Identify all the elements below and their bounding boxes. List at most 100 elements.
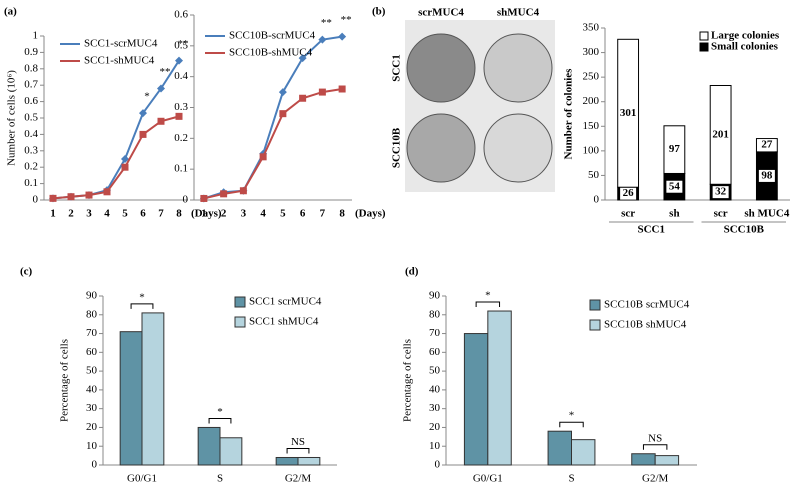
point	[157, 84, 165, 93]
point	[259, 153, 267, 161]
y-tick-label: 1	[33, 30, 39, 42]
annotation: **	[321, 17, 332, 29]
x-tick-label: 6	[300, 208, 306, 220]
legend-swatch	[234, 316, 246, 328]
point	[139, 109, 147, 118]
y-tick-label: 0.3	[24, 144, 38, 156]
y-tick-label: 0.4	[174, 70, 188, 82]
photo-row-label: SCC10B	[391, 127, 403, 168]
x-tick-label: G0/G1	[127, 473, 157, 485]
panel-label: (d)	[405, 266, 419, 278]
y-tick-label: 0	[183, 194, 189, 206]
x-tick-label: sh MUC4	[744, 208, 789, 220]
significance-bracket	[559, 421, 584, 428]
value-label: 97	[669, 143, 681, 155]
point	[85, 191, 93, 199]
panel-label: (b)	[372, 6, 386, 18]
x-tick-label: sh	[669, 208, 679, 220]
x-tick-label: 3	[86, 208, 92, 220]
point	[318, 35, 327, 44]
value-label-box	[758, 169, 775, 182]
annotation: **	[341, 14, 352, 26]
value-label: 32	[715, 186, 727, 198]
point	[103, 188, 111, 196]
legend-label: SCC10B-shMUC4	[229, 47, 313, 59]
annotation: *	[144, 91, 150, 103]
y-tick-label: 90	[86, 290, 98, 302]
line	[52, 115, 180, 200]
value-label-box	[666, 180, 683, 193]
y-tick-label: 0.9	[24, 46, 38, 58]
y-tick-label: 100	[583, 144, 600, 156]
y-tick-label: 250	[583, 71, 600, 83]
x-tick-label: 6	[140, 208, 146, 220]
x-tick-label: G2/M	[642, 473, 669, 485]
y-tick-label: 0.2	[24, 161, 38, 173]
value-label-box	[620, 107, 637, 120]
bar	[547, 430, 572, 466]
point	[239, 187, 247, 195]
value-label: 27	[761, 139, 773, 151]
group-label: SCC1	[637, 224, 665, 236]
annotation: **	[178, 38, 189, 50]
annotation: *	[569, 410, 575, 422]
x-tick-label: scr	[621, 208, 635, 220]
photo-row-label: SCC1	[391, 54, 403, 82]
x-tick-label: scr	[714, 208, 728, 220]
dish	[406, 33, 476, 103]
point	[318, 88, 326, 96]
annotation: *	[217, 406, 223, 418]
x-tick-label: 7	[158, 208, 164, 220]
value-label: 301	[620, 107, 637, 119]
dish	[483, 113, 553, 183]
annotation: NS	[291, 436, 305, 448]
legend-label: SCC10B scrMUC4	[604, 299, 690, 311]
point	[121, 163, 129, 171]
y-tick-label: 150	[583, 120, 600, 132]
y-axis-label: Number of colonies	[563, 68, 575, 160]
y-tick-label: 0.1	[24, 177, 38, 189]
point	[175, 56, 183, 65]
bar	[197, 426, 221, 466]
y-tick-label: 20	[86, 421, 98, 433]
legend-label: SCC1-scrMUC4	[84, 38, 158, 50]
x-tick-label: 2	[68, 208, 74, 220]
legend-label: SCC10B-scrMUC4	[229, 30, 316, 42]
value-label: 54	[669, 180, 681, 192]
x-tick-label: G2/M	[285, 473, 312, 485]
y-tick-label: 30	[429, 402, 441, 414]
y-tick-label: 0	[33, 194, 39, 206]
value-label-box	[666, 143, 683, 156]
significance-bracket	[286, 447, 310, 454]
x-tick-label: 4	[260, 208, 266, 220]
y-tick-label: 200	[583, 95, 600, 107]
y-tick-label: 10	[86, 440, 98, 452]
legend-swatch	[589, 299, 601, 311]
value-label-box	[712, 128, 729, 141]
significance-bracket	[130, 303, 154, 309]
point	[299, 94, 307, 102]
point	[279, 110, 287, 118]
x-tick-label: 8	[176, 208, 182, 220]
group-label: SCC10B	[724, 224, 765, 236]
x-tick-label: 7	[320, 208, 326, 220]
y-axis-label: Percentage of cells	[59, 339, 71, 422]
y-tick-label: 0.6	[174, 9, 188, 21]
y-tick-label: 0.5	[174, 39, 188, 51]
x-tick-label: S	[568, 473, 574, 485]
photo: scrMUC4 shMUC4 SCC1 SCC10B	[391, 7, 555, 192]
y-tick-label: 0.8	[24, 62, 38, 74]
legend-label: SCC1 scrMUC4	[249, 296, 322, 308]
dish	[406, 113, 476, 183]
x-tick-label: 4	[104, 208, 110, 220]
point	[67, 193, 75, 201]
point	[200, 194, 208, 202]
panel-label: (c)	[20, 266, 33, 278]
y-tick-label: 60	[86, 346, 98, 358]
legend-label: SCC1 shMUC4	[249, 316, 319, 328]
legend-swatch	[234, 296, 246, 308]
point	[49, 194, 57, 202]
x-tick-label: 8	[339, 208, 345, 220]
annotation: NS	[648, 432, 662, 444]
line	[52, 60, 180, 200]
